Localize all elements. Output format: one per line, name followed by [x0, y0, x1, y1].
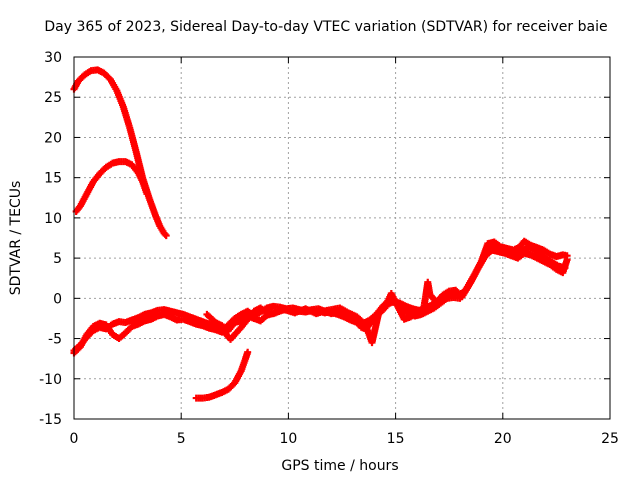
data-point	[563, 252, 571, 260]
y-tick-label: 30	[44, 50, 62, 66]
y-tick-label: 0	[53, 291, 62, 307]
y-tick-label: 20	[44, 130, 62, 146]
x-tick-label: 10	[279, 431, 297, 447]
y-tick-label: 5	[53, 251, 62, 267]
y-tick-label: -10	[39, 372, 62, 388]
data-series	[70, 66, 571, 402]
x-tick-label: 20	[494, 431, 512, 447]
plot-frame	[73, 56, 611, 420]
y-tick-label: -15	[39, 412, 62, 428]
axis-ticks: 0 5 10 15 20 25 -15 -10 -5 0 5 10 15 20 25 30	[39, 50, 619, 447]
x-tick-label: 25	[601, 431, 619, 447]
y-axis-label: SDTVAR / TECUs	[8, 181, 24, 296]
data-point	[244, 348, 252, 356]
y-tick-label: 25	[44, 90, 62, 106]
data-point	[143, 190, 151, 198]
y-tick-label: 10	[44, 211, 62, 227]
chart-title: Day 365 of 2023, Sidereal Day-to-day VTE…	[44, 19, 607, 35]
x-tick-label: 5	[177, 431, 186, 447]
grid-lines	[74, 57, 610, 419]
series-arc-d	[70, 246, 571, 357]
series-arc-f	[192, 348, 252, 402]
x-axis-label: GPS time / hours	[281, 458, 398, 474]
x-tick-label: 15	[387, 431, 405, 447]
series-arc-a	[70, 66, 170, 240]
data-point	[162, 232, 170, 240]
series-arc-b	[72, 158, 151, 215]
y-tick-label: 15	[44, 171, 62, 187]
x-tick-label: 0	[70, 431, 79, 447]
y-tick-label: -5	[48, 332, 62, 348]
series-arc-e	[203, 237, 571, 347]
